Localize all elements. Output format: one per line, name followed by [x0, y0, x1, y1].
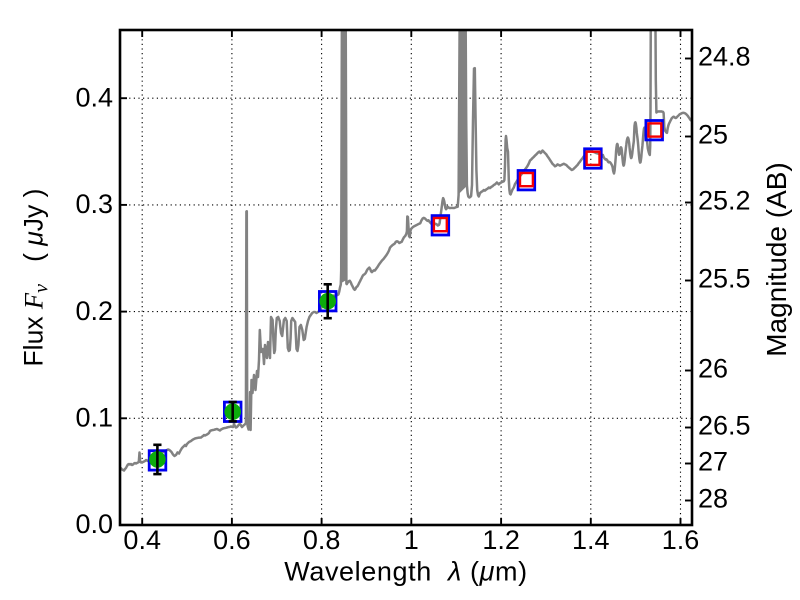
svg-text:0.3: 0.3 — [75, 189, 113, 219]
svg-text:Wavelength λ (μm): Wavelength λ (μm) — [284, 557, 527, 587]
svg-text:1.2: 1.2 — [482, 525, 520, 555]
svg-text:0.4: 0.4 — [75, 82, 113, 112]
svg-text:1.4: 1.4 — [572, 525, 610, 555]
svg-text:1: 1 — [404, 525, 419, 555]
svg-text:25.2: 25.2 — [698, 186, 751, 216]
svg-text:Flux Fν ( μJy ): Flux Fν ( μJy ) — [19, 188, 53, 366]
svg-text:27: 27 — [698, 447, 728, 477]
svg-text:25.5: 25.5 — [698, 264, 751, 294]
svg-text:0.0: 0.0 — [75, 509, 113, 539]
svg-text:26: 26 — [698, 354, 728, 384]
svg-text:24.8: 24.8 — [698, 42, 751, 72]
svg-text:0.2: 0.2 — [75, 296, 113, 326]
svg-text:0.8: 0.8 — [303, 525, 341, 555]
svg-text:0.6: 0.6 — [213, 525, 251, 555]
svg-text:Magnitude (AB): Magnitude (AB) — [761, 162, 792, 357]
svg-text:0.4: 0.4 — [123, 525, 161, 555]
svg-text:0.1: 0.1 — [75, 403, 113, 433]
svg-text:26.5: 26.5 — [698, 411, 751, 441]
svg-text:25: 25 — [698, 120, 728, 150]
svg-text:28: 28 — [698, 484, 728, 514]
svg-text:1.6: 1.6 — [662, 525, 700, 555]
